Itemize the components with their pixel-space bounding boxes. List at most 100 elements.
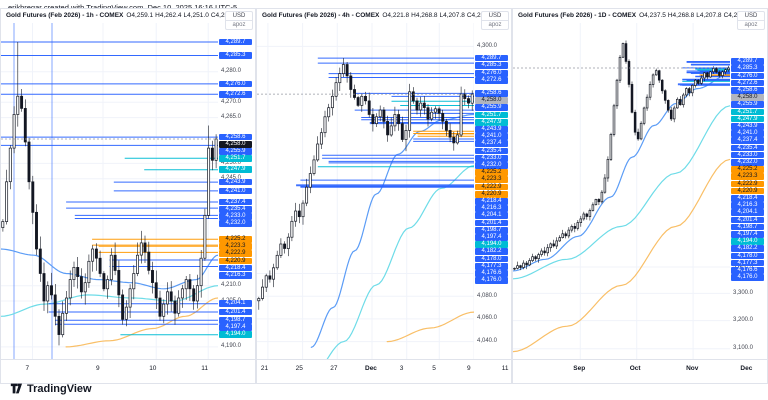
price-line-label[interactable]: 4,285.3 [475, 61, 508, 69]
unit-label[interactable]: apoz [488, 22, 502, 28]
current-price-label[interactable]: 4,258.0 [219, 140, 252, 148]
price-line-label[interactable]: 4,218.4 [219, 264, 252, 272]
price-line-label[interactable]: 4,198.7 [219, 316, 252, 324]
price-line-label[interactable]: 4,285.3 [219, 52, 252, 59]
price-line-label[interactable]: 4,258.6 [731, 86, 764, 94]
chart-legend[interactable]: Gold Futures (Feb 2026) - 1D - COMEX O4,2… [518, 12, 737, 19]
price-line-label[interactable]: 4,241.0 [731, 130, 764, 137]
currency-label[interactable]: USD [738, 12, 764, 21]
price-line-label[interactable]: 4,178.0 [731, 252, 764, 260]
price-line-label[interactable]: 4,232.0 [475, 162, 508, 169]
price-line-label[interactable]: 4,243.9 [475, 126, 508, 133]
chart-panel-1d[interactable]: Gold Futures (Feb 2026) - 1D - COMEX O4,2… [512, 8, 768, 384]
price-scale[interactable]: 4,280.0 4,270.0 4,265.0 4,250.0 4,245.0 4,210… [218, 23, 255, 359]
price-line-label[interactable]: 4,237.4 [219, 198, 252, 206]
price-line-label[interactable]: 4,225.2 [475, 169, 508, 176]
price-line-label[interactable]: 4,225.2 [219, 235, 252, 243]
price-line-label[interactable]: 4,177.3 [731, 259, 764, 267]
price-line-label[interactable]: 4,194.0 [219, 331, 252, 339]
price-line-label[interactable]: 4,233.0 [731, 151, 764, 159]
price-line-label[interactable]: 4,176.0 [475, 277, 508, 284]
symbol-title[interactable]: Gold Futures (Feb 2026) - 4h - COMEX [262, 12, 380, 19]
price-line-label[interactable]: 4,241.0 [219, 187, 252, 195]
time-axis[interactable]: 7 9 10 11 [1, 359, 255, 384]
time-axis[interactable]: Sep Oct Nov Dec [513, 359, 767, 384]
candlestick-chart[interactable] [513, 23, 730, 359]
unit-selector[interactable]: USD apoz [481, 11, 509, 30]
price-line-label[interactable]: 4,289.7 [731, 58, 764, 65]
candlestick-chart[interactable] [257, 23, 474, 359]
price-line-label[interactable]: 4,285.3 [731, 65, 764, 73]
price-line-label[interactable]: 4,276.0 [731, 72, 764, 80]
price-line-label[interactable]: 4,216.3 [475, 205, 508, 212]
price-line-label[interactable]: 4,289.7 [475, 54, 508, 62]
chart-panel-1h[interactable]: Gold Futures (Feb 2026) - 1h - COMEX O4,2… [0, 8, 256, 384]
current-price-label[interactable]: 4,258.0 [475, 97, 508, 104]
price-line-label[interactable]: 4,258.6 [219, 133, 252, 141]
price-line-label[interactable]: 4,255.9 [475, 104, 508, 112]
price-line-label[interactable]: 4,223.3 [731, 173, 764, 181]
price-line-label[interactable]: 4,233.0 [219, 213, 252, 220]
price-line-label[interactable]: 4,241.0 [475, 133, 508, 140]
price-line-label[interactable]: 4,272.6 [219, 90, 252, 98]
price-line-label[interactable]: 4,232.0 [219, 220, 252, 227]
unit-selector[interactable]: USD apoz [225, 11, 253, 30]
price-line-label[interactable]: 4,204.1 [219, 300, 252, 308]
unit-selector[interactable]: USD apoz [737, 11, 765, 30]
price-line-label[interactable]: 4,194.0 [475, 241, 508, 248]
price-line-label[interactable]: 4,198.7 [731, 223, 764, 231]
symbol-title[interactable]: Gold Futures (Feb 2026) - 1h - COMEX [6, 12, 124, 19]
price-line-label[interactable]: 4,176.0 [731, 274, 764, 281]
price-line-label[interactable]: 4,182.2 [475, 248, 508, 256]
price-line-label[interactable]: 4,237.4 [475, 140, 508, 148]
price-line-label[interactable]: 4,235.4 [731, 144, 764, 152]
price-line-label[interactable]: 4,201.4 [475, 219, 508, 227]
price-line-label[interactable]: 4,255.9 [731, 101, 764, 109]
symbol-title[interactable]: Gold Futures (Feb 2026) - 1D - COMEX [518, 12, 637, 19]
price-scale[interactable]: 4,300.04,100.04,080.04,060.04,040.04,289… [474, 23, 511, 359]
price-line-label[interactable]: 4,176.6 [475, 270, 508, 277]
price-line-label[interactable]: 4,220.9 [731, 187, 764, 195]
candlestick-chart[interactable] [1, 23, 218, 359]
price-line-label[interactable]: 4,232.0 [731, 158, 764, 166]
price-line-label[interactable]: 4,220.9 [219, 257, 252, 265]
price-line-label[interactable]: 4,201.4 [731, 216, 764, 224]
price-line-label[interactable]: 4,247.9 [475, 118, 508, 126]
chart-legend[interactable]: Gold Futures (Feb 2026) - 1h - COMEX O4,2… [6, 12, 225, 19]
currency-label[interactable]: USD [226, 12, 252, 21]
price-line-label[interactable]: 4,251.7 [731, 108, 764, 116]
price-scale[interactable]: 3,400.0 3,300.0 3,200.0 3,100.0 4,289.74,285… [730, 23, 767, 359]
price-line-label[interactable]: 4,197.4 [219, 324, 252, 331]
price-line-label[interactable]: 4,222.9 [731, 180, 764, 188]
price-line-label[interactable]: 4,204.1 [475, 212, 508, 220]
price-line-label[interactable]: 4,198.7 [475, 226, 508, 234]
price-line-label[interactable]: 4,222.9 [219, 250, 252, 258]
price-line-label[interactable]: 4,204.1 [731, 209, 764, 217]
price-line-label[interactable]: 4,223.3 [219, 243, 252, 250]
price-line-label[interactable]: 4,177.3 [475, 262, 508, 270]
price-line-label[interactable]: 4,223.3 [475, 176, 508, 184]
price-line-label[interactable]: 4,276.0 [219, 80, 252, 88]
price-line-label[interactable]: 4,247.9 [731, 115, 764, 123]
price-line-label[interactable]: 4,235.4 [219, 205, 252, 213]
price-line-label[interactable]: 4,255.9 [219, 148, 252, 155]
price-line-label[interactable]: 4,222.9 [475, 183, 508, 191]
chart-panel-4h[interactable]: Gold Futures (Feb 2026) - 4h - COMEX O4,2… [256, 8, 512, 384]
price-line-label[interactable]: 4,237.4 [731, 137, 764, 145]
price-line-label[interactable]: 4,258.6 [475, 90, 508, 97]
tradingview-logo[interactable]: TradingView [10, 382, 92, 395]
price-line-label[interactable]: 4,243.9 [219, 178, 252, 186]
price-line-label[interactable]: 4,218.4 [731, 194, 764, 202]
unit-label[interactable]: apoz [232, 22, 246, 28]
chart-legend[interactable]: Gold Futures (Feb 2026) - 4h - COMEX O4,2… [262, 12, 481, 19]
price-line-label[interactable]: 4,247.9 [219, 166, 252, 174]
price-line-label[interactable]: 4,243.9 [731, 122, 764, 130]
price-line-label[interactable]: 4,176.6 [731, 266, 764, 274]
price-line-label[interactable]: 4,235.4 [475, 147, 508, 155]
price-line-label[interactable]: 4,225.2 [731, 166, 764, 173]
price-line-label[interactable]: 4,216.3 [219, 271, 252, 279]
price-line-label[interactable]: 4,289.7 [219, 38, 252, 46]
price-line-label[interactable]: 4,233.0 [475, 154, 508, 162]
price-line-label[interactable]: 4,272.6 [475, 77, 508, 85]
price-line-label[interactable]: 4,220.9 [475, 190, 508, 198]
